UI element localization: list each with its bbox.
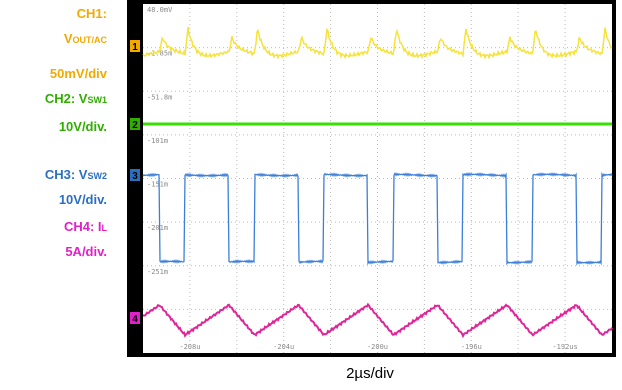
level-label: 48.0mV: [147, 6, 173, 14]
ch1-label: CH1:: [77, 6, 107, 21]
ch1-trace: [142, 26, 613, 60]
channel-marker-bg: [130, 118, 140, 130]
ch3-label-main: CH3: V: [45, 167, 88, 182]
ch4-scale: 5A/div.: [65, 244, 107, 259]
level-label: -51.8m: [147, 93, 172, 101]
ch2-label-main: CH2: V: [45, 91, 88, 106]
ch4-label-main: CH4: I: [64, 219, 102, 234]
ch4-trace: [142, 302, 613, 339]
level-label: -251m: [147, 268, 168, 276]
time-label: -192us: [552, 343, 577, 351]
level-label: -1.85m: [147, 50, 172, 58]
channel-marker: 3: [132, 171, 138, 182]
ch4-label: CH4: IL: [64, 219, 108, 234]
ch2-label-sub: SW1: [87, 95, 107, 105]
channel-marker-bg: [130, 169, 140, 181]
time-label: -208u: [179, 343, 200, 351]
channel-marker-bg: [130, 312, 140, 324]
screen-labels: 48.0mV -1.85m -51.8m -101m -151m -201m -251m -2…: [130, 6, 578, 351]
ch3-scale: 10V/div.: [59, 192, 107, 207]
channel-marker: 4: [132, 314, 138, 325]
time-label: -204u: [273, 343, 294, 351]
channel-marker-bg: [130, 40, 140, 52]
ch2-label: CH2: VSW1: [45, 91, 107, 106]
ch1-signal-sub: OUT/AC: [73, 35, 108, 45]
channel-marker: 2: [132, 120, 138, 131]
ch2-scale: 10V/div.: [59, 119, 107, 134]
time-label: -200u: [367, 343, 388, 351]
ch3-label-sub: SW2: [87, 171, 107, 181]
ch1-scale: 50mV/div: [50, 66, 108, 81]
ch1-signal-main: V: [64, 31, 73, 46]
ch1-signal: VOUT/AC: [64, 31, 108, 46]
level-label: -201m: [147, 224, 168, 232]
time-label: -196u: [461, 343, 482, 351]
waveforms: [142, 26, 613, 339]
ch3-label: CH3: VSW2: [45, 167, 107, 182]
channel-marker: 1: [132, 42, 138, 53]
ch4-label-sub: L: [102, 223, 108, 233]
ch3-trace: [142, 171, 613, 266]
level-label: -151m: [147, 181, 168, 189]
level-label: -101m: [147, 137, 168, 145]
screen: [143, 4, 612, 353]
timebase: 2µs/div: [346, 365, 394, 382]
